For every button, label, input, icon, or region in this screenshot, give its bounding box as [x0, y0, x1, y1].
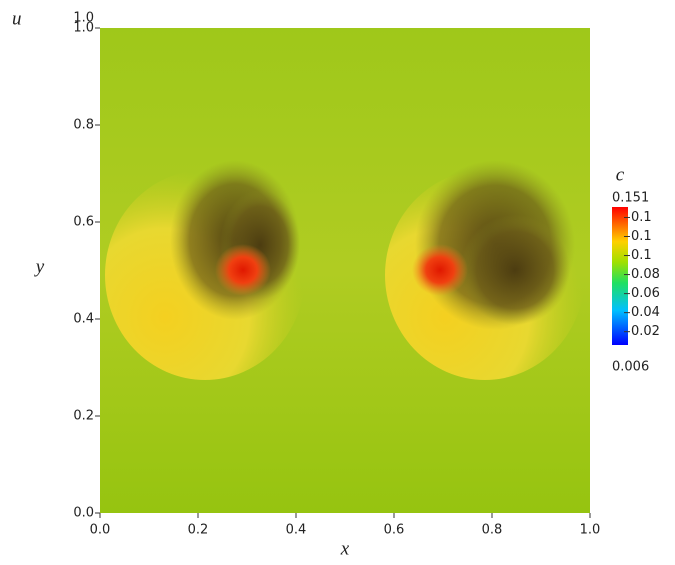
field-image — [100, 28, 590, 513]
x-tick-label: 0.0 — [90, 523, 111, 538]
colorbar-tick-label: 0.08 — [631, 267, 660, 282]
x-tick-label: 1.0 — [580, 523, 601, 538]
y-tick-label: 0.2 — [73, 409, 94, 424]
colorbar-tick-label: 0.1 — [631, 229, 652, 244]
u-label: u — [12, 8, 22, 29]
y-tick-label: 0.8 — [73, 118, 94, 133]
colorbar-max: 0.151 — [612, 191, 649, 206]
x-tick-label: 0.4 — [286, 523, 307, 538]
colorbar-tick-label: 0.02 — [631, 324, 660, 339]
x-tick-label: 0.6 — [384, 523, 405, 538]
x-tick-label: 0.2 — [188, 523, 209, 538]
y-tick-label: 0.6 — [73, 215, 94, 230]
colorbar-title: c — [616, 164, 625, 185]
y-tick-label: 0.4 — [73, 312, 94, 327]
y-axis-label: y — [34, 256, 45, 277]
colorbar-tick-label: 0.06 — [631, 286, 660, 301]
colorbar-min: 0.006 — [612, 360, 649, 375]
colorbar — [612, 207, 628, 345]
x-axis-label: x — [340, 538, 350, 559]
y-tick-label: 0.0 — [73, 506, 94, 521]
x-tick-label: 0.8 — [482, 523, 503, 538]
y-tick-label: 1.0 — [73, 21, 94, 36]
colorbar-tick-label: 0.1 — [631, 248, 652, 263]
colorbar-tick-label: 0.1 — [631, 210, 652, 225]
u-tick-label: 1.0 — [73, 11, 94, 26]
colorbar-tick-label: 0.04 — [631, 305, 660, 320]
